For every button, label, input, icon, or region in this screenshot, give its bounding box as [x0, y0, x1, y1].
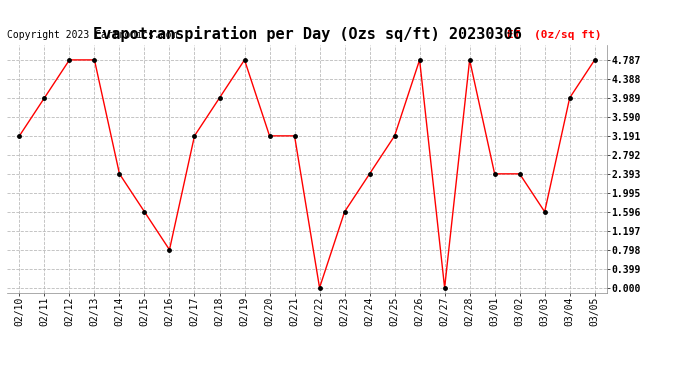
- Line: ET  (0z/sq ft): ET (0z/sq ft): [18, 58, 596, 290]
- ET  (0z/sq ft): [290, 134, 299, 138]
- ET  (0z/sq ft): [566, 96, 574, 100]
- ET  (0z/sq ft): [66, 58, 74, 62]
- ET  (0z/sq ft): [190, 134, 199, 138]
- ET  (0z/sq ft): [315, 285, 324, 290]
- ET  (0z/sq ft): [140, 210, 148, 214]
- ET  (0z/sq ft): [366, 172, 374, 176]
- ET  (0z/sq ft): [266, 134, 274, 138]
- ET  (0z/sq ft): [215, 96, 224, 100]
- ET  (0z/sq ft): [491, 172, 499, 176]
- ET  (0z/sq ft): [515, 172, 524, 176]
- ET  (0z/sq ft): [440, 285, 449, 290]
- ET  (0z/sq ft): [115, 172, 124, 176]
- ET  (0z/sq ft): [240, 58, 248, 62]
- ET  (0z/sq ft): [540, 210, 549, 214]
- ET  (0z/sq ft): [90, 58, 99, 62]
- ET  (0z/sq ft): [40, 96, 48, 100]
- ET  (0z/sq ft): [340, 210, 348, 214]
- ET  (0z/sq ft): [15, 134, 23, 138]
- ET  (0z/sq ft): [166, 248, 174, 252]
- ET  (0z/sq ft): [466, 58, 474, 62]
- ET  (0z/sq ft): [391, 134, 399, 138]
- ET  (0z/sq ft): [415, 58, 424, 62]
- Title: Evapotranspiration per Day (Ozs sq/ft) 20230306: Evapotranspiration per Day (Ozs sq/ft) 2…: [92, 27, 522, 42]
- ET  (0z/sq ft): [591, 58, 599, 62]
- Text: ET  (0z/sq ft): ET (0z/sq ft): [506, 30, 601, 40]
- Text: Copyright 2023 Cartronics.com: Copyright 2023 Cartronics.com: [7, 30, 177, 40]
